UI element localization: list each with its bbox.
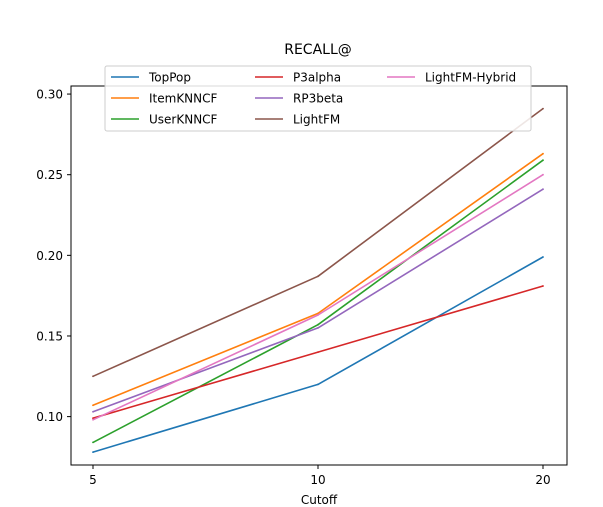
legend: TopPop ItemKNNCF UserKNNCF P3alpha RP3beta Li…	[104, 65, 532, 132]
plot-series	[92, 107, 544, 453]
legend-box	[104, 65, 532, 132]
series-line-lightfm-hybrid	[92, 174, 544, 421]
series-line-toppop	[92, 256, 544, 453]
data-point-toppop	[542, 256, 544, 258]
data-point-rp3beta	[542, 188, 544, 191]
data-point-lightfm	[542, 107, 544, 110]
legend-label-userknncf: UserKNNCF	[149, 113, 218, 127]
y-tick-label: 0.10	[36, 410, 63, 424]
legend-label-lightfm: LightFM	[293, 113, 340, 127]
legend-label-rp3beta: RP3beta	[293, 92, 343, 106]
data-point-p3alpha	[542, 285, 544, 287]
data-point-userknncf	[317, 323, 319, 326]
legend-label-lightfm-hybrid: LightFM-Hybrid	[425, 71, 516, 85]
x-tick-label: 5	[89, 473, 97, 487]
data-point-userknncf	[542, 159, 544, 162]
x-tick-label: 10	[310, 473, 325, 487]
series-line-lightfm	[92, 107, 544, 378]
data-point-p3alpha	[92, 417, 94, 420]
legend-label-p3alpha: P3alpha	[293, 71, 341, 85]
data-point-lightfm-hybrid	[92, 418, 94, 421]
data-point-lightfm-hybrid	[317, 314, 319, 316]
chart-title: RECALL@	[284, 42, 352, 58]
data-point-itemknncf	[92, 404, 94, 407]
data-point-lightfm	[317, 275, 319, 278]
data-point-rp3beta	[317, 327, 319, 329]
data-point-userknncf	[92, 441, 94, 444]
x-axis-label: Cutoff	[301, 493, 338, 507]
y-tick-label: 0.15	[36, 329, 63, 343]
x-axis: 5 10 20	[89, 465, 551, 487]
data-point-toppop	[317, 383, 319, 386]
y-tick-label: 0.30	[36, 88, 63, 102]
data-point-rp3beta	[92, 410, 94, 413]
data-point-itemknncf	[542, 152, 544, 155]
legend-label-toppop: TopPop	[148, 71, 191, 85]
data-point-toppop	[92, 451, 94, 453]
series-line-itemknncf	[92, 153, 544, 407]
data-point-p3alpha	[317, 351, 319, 353]
y-axis: 0.10 0.15 0.20 0.25 0.30	[36, 88, 71, 424]
data-point-lightfm	[92, 375, 94, 378]
x-tick-label: 20	[535, 473, 550, 487]
data-point-lightfm-hybrid	[542, 173, 544, 176]
legend-label-itemknncf: ItemKNNCF	[149, 92, 218, 106]
y-tick-label: 0.20	[36, 249, 63, 263]
y-tick-label: 0.25	[36, 168, 63, 182]
